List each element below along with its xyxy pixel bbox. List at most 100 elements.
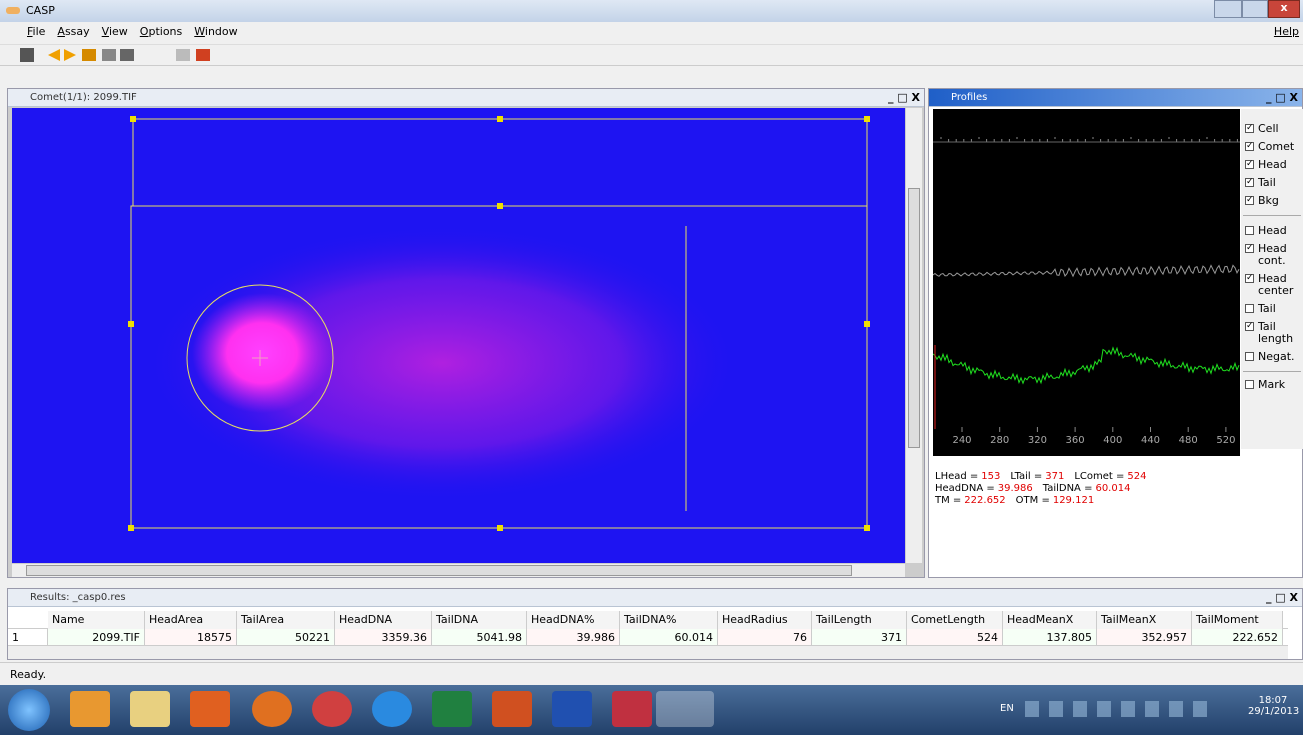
scroll-thumb[interactable] — [908, 188, 920, 448]
table-cell[interactable]: 2099.TIF — [48, 629, 145, 647]
vertical-scrollbar[interactable] — [905, 108, 922, 563]
checkbox-option[interactable]: ✓ Comet — [1245, 141, 1303, 153]
tool-icon[interactable] — [196, 49, 210, 61]
checkbox-option[interactable]: Head — [1245, 225, 1303, 237]
comet-tail-glow — [142, 223, 742, 503]
taskbar-app[interactable] — [70, 691, 110, 727]
window-controls[interactable]: _ □ X — [1265, 91, 1298, 104]
checkbox — [1245, 226, 1254, 235]
menu-item[interactable]: Assay — [57, 25, 90, 38]
table-cell[interactable]: 5041.98 — [432, 629, 527, 647]
tool-icon[interactable] — [102, 49, 116, 61]
taskbar-app[interactable] — [612, 691, 652, 727]
taskbar-app[interactable] — [130, 691, 170, 727]
column-header[interactable]: HeadDNA — [335, 611, 432, 629]
app-title: CASP — [26, 4, 55, 17]
table-cell[interactable]: 222.652 — [1192, 629, 1283, 647]
status-bar: Ready. — [0, 662, 1303, 685]
results-window: Results: _casp0.res _ □ X Name HeadArea Ta… — [7, 588, 1303, 660]
handle — [864, 525, 870, 531]
checkbox-option[interactable]: Mark — [1245, 379, 1303, 391]
checkbox-option[interactable]: ✓ Cell — [1245, 123, 1303, 135]
next-icon[interactable] — [64, 49, 76, 61]
checkbox-option[interactable]: Tail — [1245, 303, 1303, 315]
menu-item[interactable]: Options — [139, 25, 183, 38]
taskbar-app[interactable] — [190, 691, 230, 727]
table-cell[interactable]: 50221 — [237, 629, 335, 647]
column-header[interactable]: TailArea — [237, 611, 335, 629]
checkbox-option[interactable]: ✓ Head — [1245, 159, 1303, 171]
checkbox-label: Cell — [1258, 122, 1279, 135]
taskbar-app[interactable] — [372, 691, 412, 727]
table-cell[interactable]: 371 — [812, 629, 907, 647]
taskbar-app[interactable] — [432, 691, 472, 727]
table-cell[interactable]: 76 — [718, 629, 812, 647]
head-contour-profile — [933, 264, 1240, 278]
column-header[interactable]: TailMoment — [1192, 611, 1283, 629]
table-cell[interactable]: 524 — [907, 629, 1003, 647]
head-circle — [186, 284, 334, 432]
column-header[interactable]: Name — [48, 611, 145, 629]
taskbar-app[interactable] — [552, 691, 592, 727]
table-cell[interactable]: 39.986 — [527, 629, 620, 647]
row-index: 1 — [8, 629, 48, 647]
clock[interactable]: 18:07 29/1/2013 — [1248, 695, 1299, 717]
checkbox-option[interactable]: ✓ Tail length — [1245, 321, 1303, 345]
stat-label: LComet = — [1074, 471, 1125, 482]
table-cell[interactable]: 18575 — [145, 629, 237, 647]
window-controls[interactable]: _ □ X — [887, 91, 920, 104]
column-header[interactable]: TailDNA% — [620, 611, 718, 629]
column-header[interactable]: HeadMeanX — [1003, 611, 1097, 629]
maximize-button[interactable] — [1242, 0, 1268, 18]
table-cell[interactable]: 60.014 — [620, 629, 718, 647]
stat-value: 222.652 — [964, 495, 1006, 506]
taskbar-app[interactable] — [252, 691, 292, 727]
column-header[interactable]: HeadArea — [145, 611, 237, 629]
prev-icon[interactable] — [48, 49, 60, 61]
column-header[interactable]: HeadRadius — [718, 611, 812, 629]
open-icon[interactable] — [20, 48, 34, 62]
checkbox-option[interactable]: ✓ Head center — [1245, 273, 1303, 297]
horizontal-scrollbar[interactable] — [12, 563, 905, 577]
checkbox — [1245, 380, 1254, 389]
table-cell[interactable]: 137.805 — [1003, 629, 1097, 647]
table-header: Name HeadArea TailArea HeadDNA TailDNA HeadDN… — [8, 611, 1288, 629]
taskbar-app[interactable] — [492, 691, 532, 727]
tool-icon[interactable] — [82, 49, 96, 61]
taskbar: EN 18:07 29/1/2013 — [0, 685, 1303, 735]
taskbar-app-active[interactable] — [656, 691, 714, 727]
language[interactable]: EN — [1000, 703, 1014, 714]
menu-item[interactable]: View — [101, 25, 128, 38]
column-header[interactable]: TailLength — [812, 611, 907, 629]
start-button[interactable] — [8, 689, 50, 731]
close-button[interactable]: x — [1268, 0, 1300, 18]
column-header[interactable]: TailDNA — [432, 611, 527, 629]
tray-icons[interactable] — [1025, 701, 1215, 717]
time: 18:07 — [1258, 695, 1288, 706]
handle — [864, 116, 870, 122]
checkbox — [1245, 352, 1254, 361]
taskbar-app[interactable] — [312, 691, 352, 727]
checkbox-option[interactable]: ✓ Tail — [1245, 177, 1303, 189]
column-header[interactable]: HeadDNA% — [527, 611, 620, 629]
checkbox-option[interactable]: Negat. — [1245, 351, 1303, 363]
tool-icon[interactable] — [120, 49, 134, 61]
menu-item[interactable]: File — [27, 25, 46, 38]
horizontal-scrollbar[interactable] — [8, 645, 1288, 659]
menu-item[interactable]: Window — [194, 25, 238, 38]
tool-icon[interactable] — [176, 49, 190, 61]
menu-help[interactable]: Help — [1273, 25, 1299, 38]
checkbox-option[interactable]: ✓ Bkg — [1245, 195, 1303, 207]
comet-window-title: Comet(1/1): 2099.TIF — [8, 89, 924, 107]
table-cell[interactable]: 3359.36 — [335, 629, 432, 647]
stat-line: TM = 222.652 OTM = 129.121 — [935, 495, 1235, 507]
minimize-button[interactable] — [1214, 0, 1242, 18]
checkbox: ✓ — [1245, 141, 1254, 151]
table-cell[interactable]: 352.957 — [1097, 629, 1192, 647]
checkbox-option[interactable]: ✓ Head cont. — [1245, 243, 1303, 267]
column-header[interactable]: CometLength — [907, 611, 1003, 629]
scroll-thumb[interactable] — [26, 565, 852, 576]
column-header[interactable]: TailMeanX — [1097, 611, 1192, 629]
window-controls[interactable]: _ □ X — [1265, 591, 1298, 604]
stat-label: LTail = — [1010, 471, 1043, 482]
